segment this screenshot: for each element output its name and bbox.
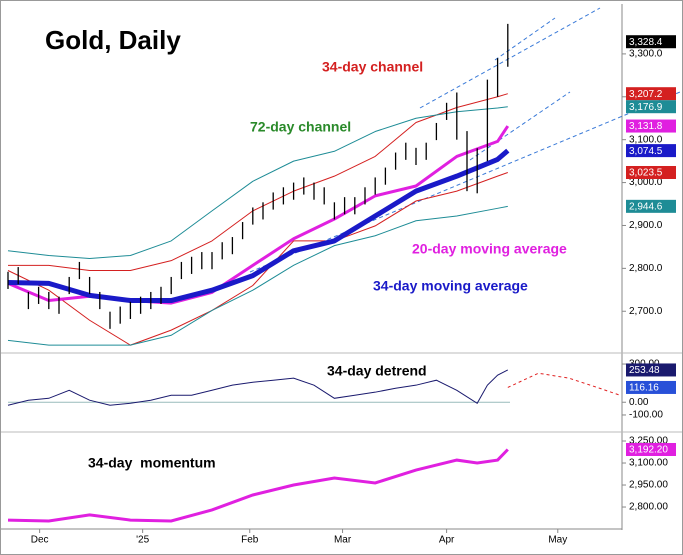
x-tick-label: '25	[136, 535, 149, 546]
value-tag	[626, 35, 676, 49]
panel-title: 34-day detrend	[327, 363, 427, 379]
trend-line	[494, 17, 556, 61]
value-tag	[626, 87, 676, 101]
series-label: 72-day channel	[250, 119, 351, 135]
series-label: 20-day moving average	[412, 241, 567, 257]
x-tick-label: Feb	[241, 535, 259, 546]
y-tick-label: 3,100.0	[629, 134, 663, 145]
trend-line	[419, 7, 601, 109]
y-tick-label: 3,100.00	[629, 458, 668, 469]
value-tag-label: 253.48	[629, 365, 660, 376]
value-tag-label: 3,074.5	[629, 146, 663, 157]
panel-title: 34-day momentum	[88, 455, 216, 471]
y-tick-label: 2,950.00	[629, 480, 668, 491]
value-tag	[626, 442, 676, 456]
y-tick-label: 2,900.0	[629, 220, 663, 231]
series-line	[7, 106, 508, 259]
value-tag	[626, 165, 676, 179]
value-tag-label: 2,944.6	[629, 201, 663, 212]
value-tag-label: 3,192.20	[629, 445, 668, 456]
chart-title: Gold, Daily	[45, 25, 181, 55]
x-tick-label: Dec	[31, 535, 49, 546]
y-tick-label: 3,300.0	[629, 49, 663, 60]
projection-line	[507, 372, 621, 396]
series-label: 34-day moving average	[373, 278, 528, 294]
x-tick-label: May	[548, 535, 567, 546]
y-tick-label: 0.00	[629, 397, 649, 408]
x-tick-label: Mar	[334, 535, 352, 546]
value-tag-label: 116.16	[629, 383, 659, 394]
trend-line	[469, 91, 571, 161]
data-line	[7, 369, 509, 406]
y-tick-label: -100.00	[629, 410, 663, 421]
series-line	[7, 205, 508, 346]
value-tag-label: 3,131.8	[629, 121, 663, 132]
value-tag	[626, 363, 676, 377]
data-line	[7, 448, 509, 523]
y-tick-label: 2,700.0	[629, 306, 663, 317]
value-tag	[626, 199, 676, 213]
series-label: 34-day channel	[322, 59, 423, 75]
value-tag-label: 3,328.4	[629, 37, 663, 48]
value-tag	[626, 100, 676, 114]
value-tag-label: 3,023.5	[629, 168, 663, 179]
y-tick-label: 2,800.0	[629, 263, 663, 274]
value-tag	[626, 380, 676, 394]
y-tick-label: 3,000.0	[629, 177, 663, 188]
value-tag-label: 3,207.2	[629, 89, 663, 100]
y-tick-label: 3,250.00	[629, 436, 668, 447]
series-line	[7, 148, 510, 304]
y-tick-label: 2,800.00	[629, 502, 668, 513]
value-tag	[626, 144, 676, 158]
value-tag	[626, 119, 676, 133]
x-tick-label: Apr	[439, 535, 455, 546]
value-tag-label: 3,176.9	[629, 102, 663, 113]
